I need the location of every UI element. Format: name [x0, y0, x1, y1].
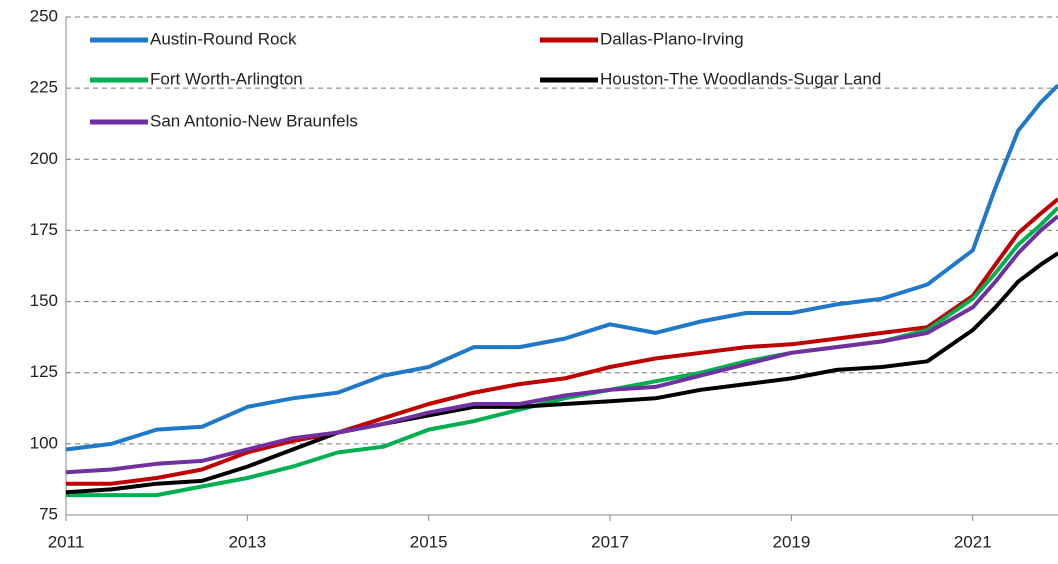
legend-label: Fort Worth-Arlington — [150, 69, 303, 88]
y-tick-label: 150 — [30, 291, 58, 310]
x-tick-label: 2013 — [228, 532, 266, 551]
legend-label: Houston-The Woodlands-Sugar Land — [600, 69, 881, 88]
y-tick-label: 175 — [30, 220, 58, 239]
x-tick-label: 2017 — [591, 532, 629, 551]
series-line — [66, 197, 1058, 486]
legend-label: Dallas-Plano-Irving — [600, 29, 744, 48]
legend-label: San Antonio-New Braunfels — [150, 111, 358, 130]
legend-label: Austin-Round Rock — [150, 29, 297, 48]
x-tick-label: 2021 — [954, 532, 992, 551]
x-tick-label: 2015 — [410, 532, 448, 551]
y-tick-label: 125 — [30, 362, 58, 381]
y-tick-label: 250 — [30, 6, 58, 25]
series-line — [66, 206, 1058, 498]
y-tick-label: 225 — [30, 78, 58, 97]
series-line — [65, 83, 1058, 452]
y-tick-label: 75 — [39, 504, 58, 523]
y-tick-label: 200 — [30, 149, 58, 168]
series-line — [65, 251, 1058, 495]
x-tick-label: 2011 — [48, 532, 85, 551]
x-tick-label: 2019 — [772, 532, 810, 551]
series-line — [65, 214, 1058, 475]
y-tick-label: 100 — [30, 433, 58, 452]
